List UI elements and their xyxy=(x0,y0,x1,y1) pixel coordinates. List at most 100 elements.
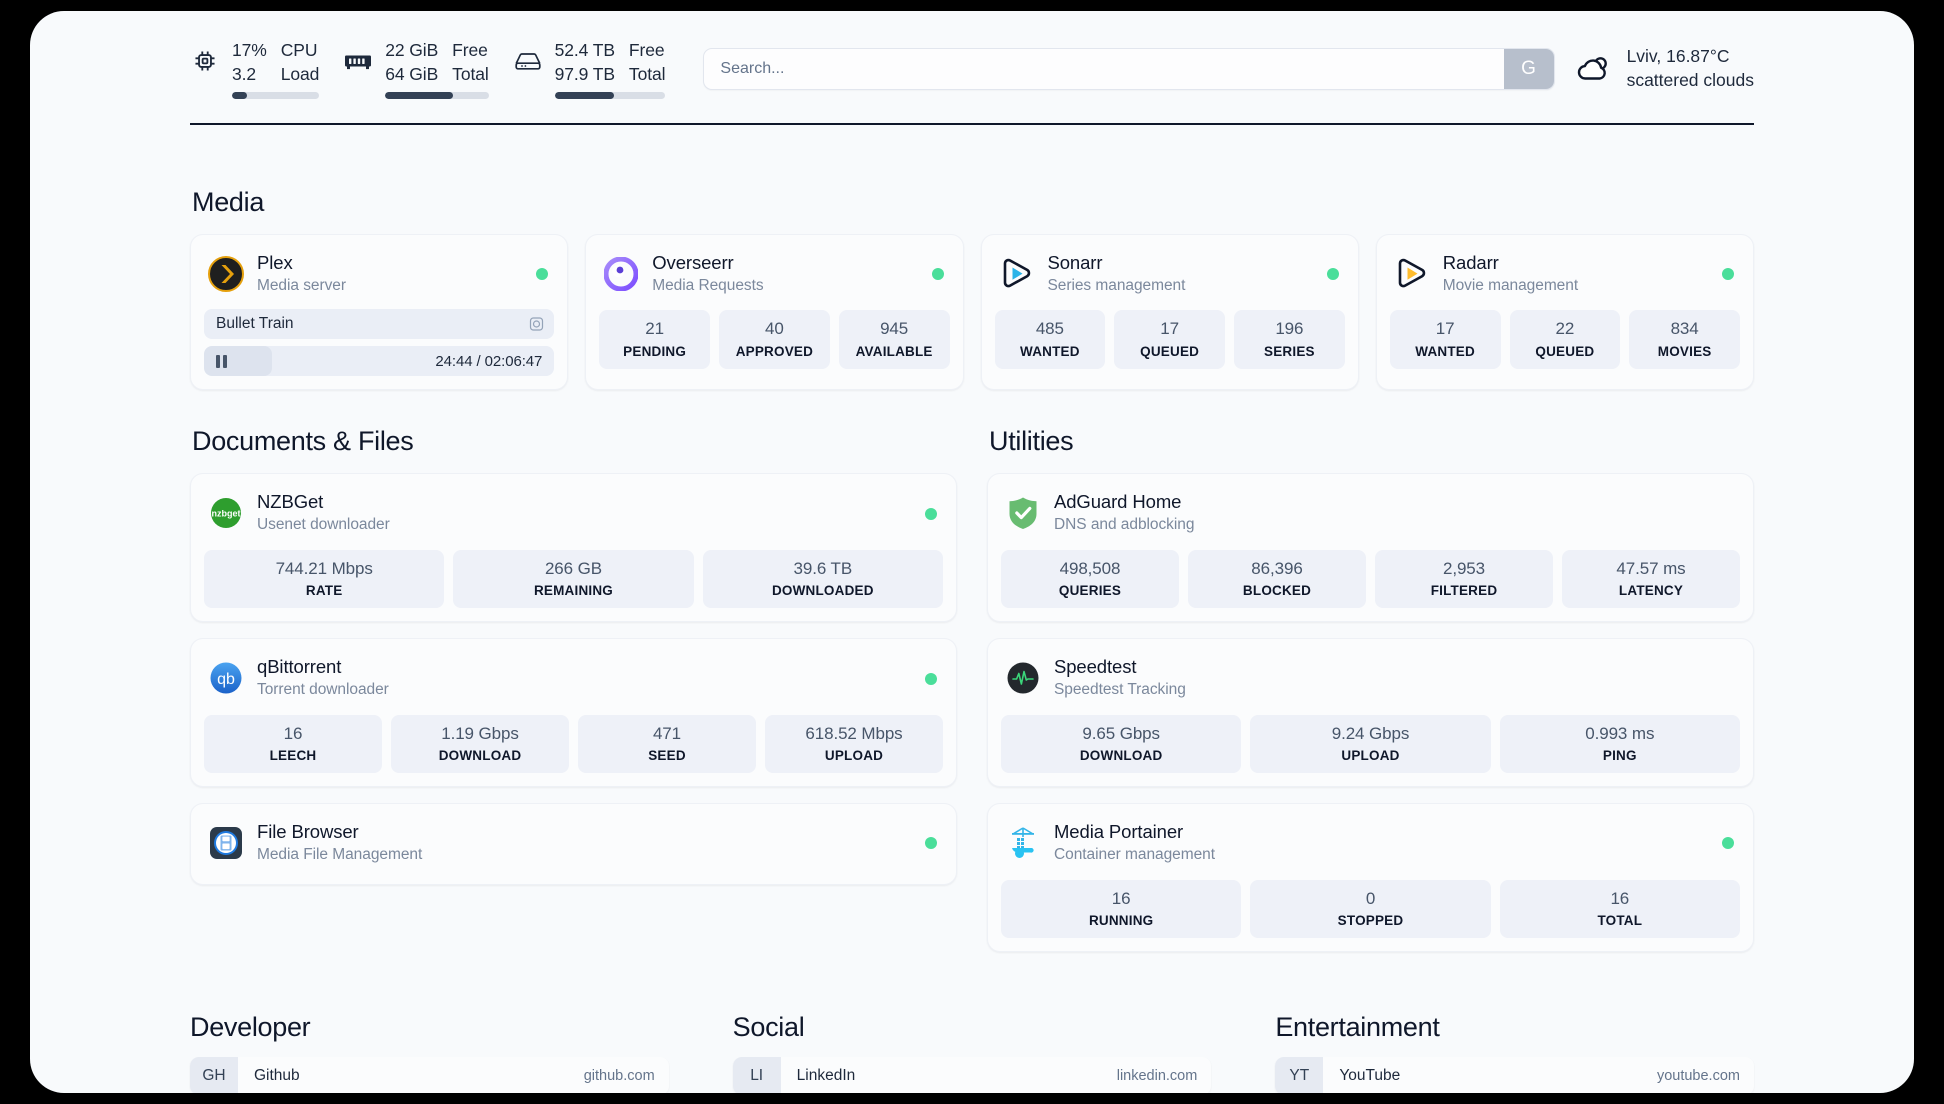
service-subtitle: Torrent downloader xyxy=(257,680,389,698)
status-indicator xyxy=(1326,268,1339,281)
weather-description: scattered clouds xyxy=(1626,70,1754,90)
service-card-adguard[interactable]: AdGuard Home DNS and adblocking 498,508 … xyxy=(987,473,1754,623)
stat-value: 40 xyxy=(765,319,784,339)
service-subtitle: Speedtest Tracking xyxy=(1054,680,1186,698)
pause-icon[interactable] xyxy=(216,354,227,368)
stat-box: 21 PENDING xyxy=(599,310,710,369)
stat-value: 945 xyxy=(880,319,909,339)
stat-label: RUNNING xyxy=(1088,913,1154,929)
service-subtitle: Movie management xyxy=(1442,276,1579,294)
stat-value: 17 xyxy=(1160,319,1179,339)
stat-value: 9.65 Gbps xyxy=(1082,723,1160,743)
service-card-file-browser[interactable]: File Browser Media File Management xyxy=(190,803,957,885)
stat-label: PENDING xyxy=(623,343,687,359)
service-name: File Browser xyxy=(257,821,359,843)
service-subtitle: Usenet downloader xyxy=(257,516,390,534)
memory-stat: 22 GiB Free 64 GiB Total xyxy=(343,39,489,99)
bookmark-item[interactable]: YT YouTube youtube.com xyxy=(1275,1057,1754,1093)
stats-row: 498,508 QUERIES 86,396 BLOCKED 2,953 FIL… xyxy=(1001,549,1740,609)
status-indicator xyxy=(925,672,937,685)
bookmark-url: github.com xyxy=(583,1068,655,1085)
stat-box: 16 TOTAL xyxy=(1499,879,1740,939)
stats-row: 744.21 Mbps RATE 266 GB REMAINING 39.6 T… xyxy=(204,549,943,609)
stat-box: 40 APPROVED xyxy=(719,310,830,369)
cpu-usage-value: 17% xyxy=(232,40,267,61)
service-card-radarr[interactable]: Radarr Movie management 17 WANTED 22 QUE… xyxy=(1375,234,1754,391)
bookmark-name: Github xyxy=(254,1067,300,1085)
cloud-icon xyxy=(1575,54,1613,84)
stat-value: 17 xyxy=(1435,319,1455,339)
stat-value: 744.21 Mbps xyxy=(275,558,373,578)
stat-label: APPROVED xyxy=(735,343,814,359)
card-header: AdGuard Home DNS and adblocking xyxy=(1001,486,1740,540)
stat-box: 0 STOPPED xyxy=(1250,879,1491,939)
service-card-qbittorrent[interactable]: qb qBittorrent Torrent downloader xyxy=(190,638,957,788)
memory-progress-bar xyxy=(385,91,489,99)
bookmark-item[interactable]: GH Github github.com xyxy=(190,1057,669,1093)
card-header: Overseerr Media Requests xyxy=(599,247,949,301)
stat-box: 47.57 ms LATENCY xyxy=(1562,549,1740,609)
service-card-speedtest[interactable]: Speedtest Speedtest Tracking 9.65 Gbps D… xyxy=(987,638,1754,788)
stat-box: 86,396 BLOCKED xyxy=(1188,549,1366,609)
bookmark-item[interactable]: LI LinkedIn linkedin.com xyxy=(732,1057,1212,1093)
status-indicator xyxy=(925,507,937,520)
stat-value: 47.57 ms xyxy=(1616,558,1686,578)
stats-row: 17 WANTED 22 QUEUED 834 MOVIES xyxy=(1389,310,1740,369)
service-subtitle: DNS and adblocking xyxy=(1054,516,1195,534)
stat-value: 86,396 xyxy=(1251,558,1303,578)
service-card-plex[interactable]: Plex Media server Bullet Train xyxy=(190,234,569,391)
stats-row: 16 RUNNING 0 STOPPED 16 TOTAL xyxy=(1001,879,1740,939)
stat-label: DOWNLOAD xyxy=(438,748,522,764)
status-indicator xyxy=(1722,837,1734,850)
service-name: Speedtest xyxy=(1054,656,1137,678)
stat-label: BLOCKED xyxy=(1242,583,1312,599)
bookmarks-section: Developer GH Github github.com SO StackO… xyxy=(190,1012,1754,1093)
search-bar[interactable]: G xyxy=(703,48,1555,90)
card-header: Sonarr Series management xyxy=(995,247,1345,301)
cpu-usage-label: CPU xyxy=(280,40,318,61)
stat-label: QUEUED xyxy=(1535,343,1595,359)
stat-label: UPLOAD xyxy=(824,748,884,764)
bookmark-abbr: GH xyxy=(190,1057,238,1093)
stat-label: SEED xyxy=(648,748,686,764)
stat-label: DOWNLOADED xyxy=(771,583,874,599)
search-submit-button[interactable]: G xyxy=(1503,49,1554,89)
service-card-sonarr[interactable]: Sonarr Series management 485 WANTED 17 Q… xyxy=(980,234,1359,391)
bookmark-group-title: Social xyxy=(732,1012,805,1043)
filebrowser-icon xyxy=(208,825,244,861)
stat-value: 16 xyxy=(1111,888,1131,908)
cast-icon[interactable] xyxy=(529,317,544,332)
disk-total-label: Total xyxy=(628,63,666,84)
service-card-nzbget[interactable]: nzbget NZBGet Usenet downloader xyxy=(190,473,957,623)
section-title-media: Media xyxy=(192,187,265,217)
stats-row: 485 WANTED 17 QUEUED 196 SERIES xyxy=(994,310,1345,369)
adguard-icon xyxy=(1005,495,1041,531)
stat-label: FILTERED xyxy=(1430,583,1498,599)
service-subtitle: Media server xyxy=(257,276,346,294)
stat-value: 22 xyxy=(1555,319,1575,339)
stat-box: 1.19 Gbps DOWNLOAD xyxy=(391,714,569,774)
progress-fill xyxy=(204,346,273,377)
dashboard-page: 17% CPU 3.2 Load xyxy=(30,11,1914,1093)
stat-label: AVAILABLE xyxy=(855,343,933,359)
header-divider xyxy=(190,123,1754,125)
status-indicator xyxy=(1722,268,1734,281)
service-card-overseerr[interactable]: Overseerr Media Requests 21 PENDING 40 A… xyxy=(585,234,964,391)
stats-row: 16 LEECH 1.19 Gbps DOWNLOAD 471 SEED xyxy=(204,714,943,774)
service-name: Sonarr xyxy=(1047,252,1103,273)
service-card-portainer[interactable]: Media Portainer Container management 16 … xyxy=(987,803,1754,953)
memory-total-value: 64 GiB xyxy=(385,63,439,84)
stat-box: 744.21 Mbps RATE xyxy=(204,549,445,609)
memory-icon xyxy=(343,46,373,76)
status-indicator xyxy=(931,268,944,281)
now-playing-progress[interactable]: 24:44 / 02:06:47 xyxy=(204,346,555,377)
service-subtitle: Media Requests xyxy=(652,276,764,294)
search-input[interactable] xyxy=(704,49,1504,89)
stat-label: RATE xyxy=(305,583,343,599)
stat-label: DOWNLOAD xyxy=(1079,748,1163,764)
stat-label: QUERIES xyxy=(1058,583,1122,599)
status-indicator xyxy=(536,268,549,281)
disk-stat: 52.4 TB Free 97.9 TB Total xyxy=(513,39,666,99)
stat-label: TOTAL xyxy=(1597,913,1643,929)
documents-utilities-columns: Documents & Files nzbget xyxy=(190,426,1754,953)
